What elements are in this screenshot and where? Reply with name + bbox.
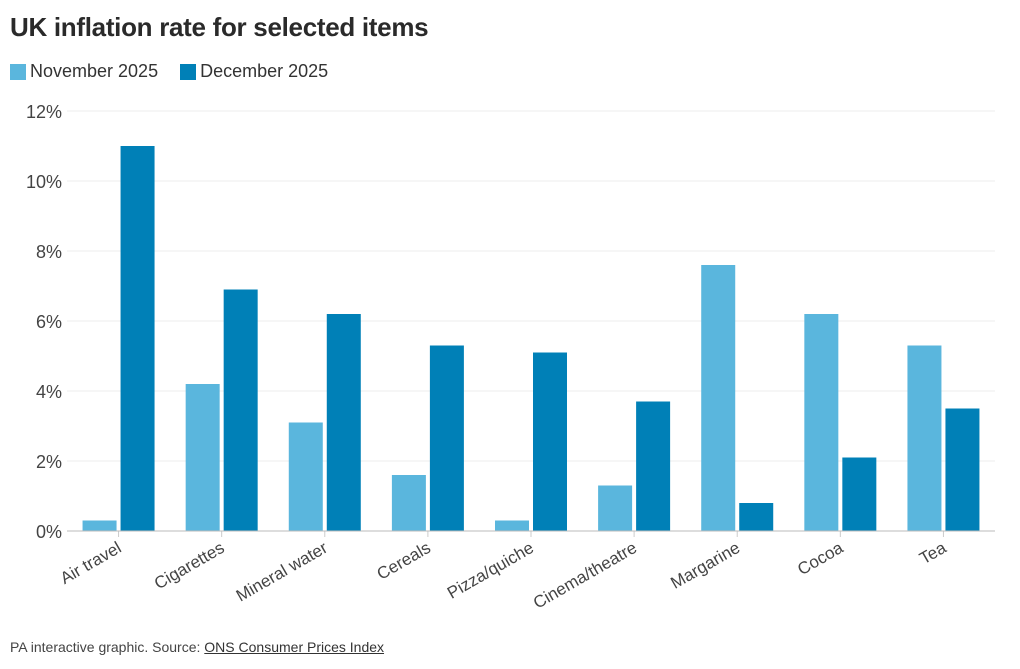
y-tick-label: 4%	[36, 382, 62, 402]
legend-item-november: November 2025	[10, 61, 158, 82]
bar-november	[701, 265, 736, 531]
x-tick-label: Tea	[916, 538, 950, 568]
legend-swatch	[180, 63, 197, 80]
x-tick-label: Mineral water	[233, 538, 331, 606]
bar-december	[429, 345, 464, 531]
bar-november	[495, 520, 529, 531]
legend-label: December 2025	[200, 61, 329, 81]
x-tick-label: Margarine	[667, 538, 743, 593]
bar-november	[391, 475, 426, 531]
x-tick-label: Pizza/quiche	[444, 538, 537, 603]
bar-december	[842, 457, 877, 531]
source-link[interactable]: ONS Consumer Prices Index	[204, 639, 385, 655]
legend-label: November 2025	[30, 61, 159, 81]
bar-december	[945, 408, 980, 531]
bar-december	[739, 503, 774, 531]
bar-november	[288, 422, 323, 531]
x-tick-label: Air travel	[57, 538, 125, 588]
bar-november	[185, 384, 220, 531]
bar-december	[223, 289, 258, 531]
x-tick-label: Cinema/theatre	[530, 538, 640, 613]
y-tick-label: 12%	[26, 102, 62, 122]
bar-december	[533, 352, 567, 531]
legend-swatch	[10, 63, 26, 80]
bar-november	[804, 314, 839, 531]
bar-november	[907, 345, 942, 531]
bar-december	[120, 146, 155, 531]
y-tick-label: 10%	[26, 172, 62, 192]
bar-december	[326, 314, 361, 531]
bar-november	[82, 520, 117, 531]
y-tick-label: 2%	[36, 452, 62, 472]
legend-item-december: December 2025	[180, 61, 328, 82]
legend: November 2025 December 2025	[10, 61, 328, 82]
y-tick-label: 6%	[36, 312, 62, 332]
chart-title: UK inflation rate for selected items	[10, 12, 429, 42]
y-tick-label: 8%	[36, 242, 62, 262]
x-tick-label: Cereals	[374, 538, 434, 584]
y-tick-label: 0%	[36, 522, 62, 542]
footer: PA interactive graphic. Source: ONS Cons…	[10, 639, 384, 655]
x-tick-label: Cigarettes	[151, 538, 228, 593]
x-tick-label: Cocoa	[794, 538, 847, 579]
bar-december	[636, 401, 671, 531]
bar-november	[598, 485, 633, 531]
footer-text: PA interactive graphic. Source:	[10, 639, 205, 655]
